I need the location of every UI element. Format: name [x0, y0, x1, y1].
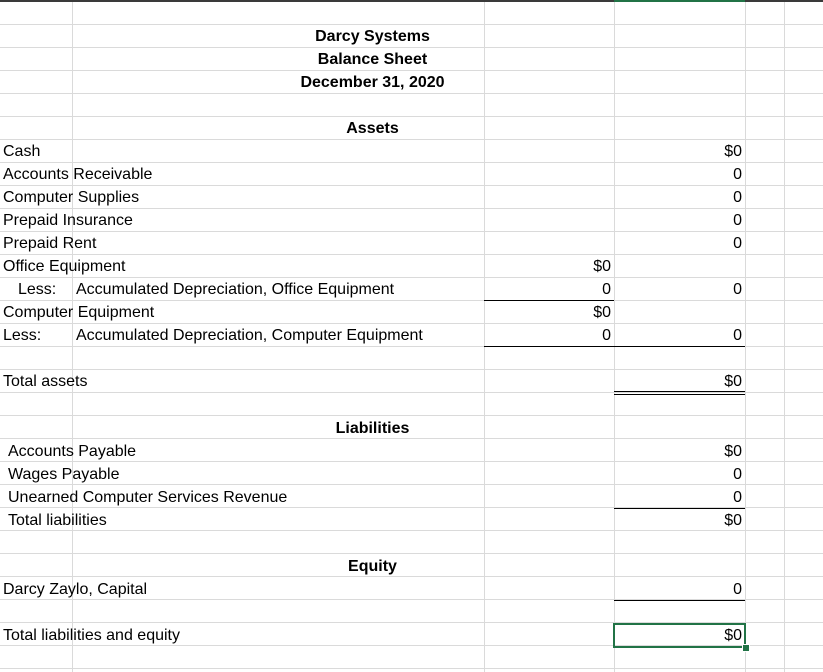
accum-dep-computer-d-value[interactable]: 0 — [733, 327, 742, 344]
column-gridline — [614, 0, 615, 672]
row-gridline — [0, 507, 823, 508]
cash-value[interactable]: $0 — [724, 143, 742, 160]
total-liabilities-value[interactable]: $0 — [724, 512, 742, 529]
unearned-revenue-value[interactable]: 0 — [733, 489, 742, 506]
unearned-revenue-label[interactable]: Unearned Computer Services Revenue — [8, 489, 288, 506]
accounts-payable-value[interactable]: $0 — [724, 443, 742, 460]
accum-dep-office-c-value[interactable]: 0 — [602, 281, 611, 298]
column-gridline — [72, 0, 73, 672]
total-assets-value[interactable]: $0 — [724, 373, 742, 390]
row-gridline — [0, 668, 823, 669]
capital-label[interactable]: Darcy Zaylo, Capital — [3, 581, 148, 598]
total-liabilities-equity-value[interactable]: $0 — [724, 627, 742, 644]
prepaid-rent-value[interactable]: 0 — [733, 235, 742, 252]
office-equipment-label[interactable]: Office Equipment — [3, 258, 126, 275]
row-gridline — [0, 323, 823, 324]
column-gridline — [784, 0, 785, 672]
report-title[interactable]: Balance Sheet — [317, 51, 428, 68]
wages-payable-label[interactable]: Wages Payable — [8, 466, 120, 483]
prepaid-insurance-value[interactable]: 0 — [733, 212, 742, 229]
less-prefix-computer[interactable]: Less: — [3, 327, 42, 344]
row-gridline — [0, 392, 823, 393]
accounts-receivable-value[interactable]: 0 — [733, 166, 742, 183]
accum-dep-office-label[interactable]: Accumulated Depreciation, Office Equipme… — [76, 281, 395, 298]
row-gridline — [0, 622, 823, 623]
row-gridline — [0, 231, 823, 232]
column-gridline — [745, 0, 746, 672]
wages-payable-value[interactable]: 0 — [733, 466, 742, 483]
accounts-receivable-label[interactable]: Accounts Receivable — [3, 166, 153, 183]
selected-cell[interactable] — [613, 623, 746, 648]
header-border — [0, 0, 823, 2]
double-underline — [614, 391, 745, 395]
row-gridline — [0, 484, 823, 485]
underline — [484, 346, 614, 347]
accum-dep-office-d-value[interactable]: 0 — [733, 281, 742, 298]
capital-value[interactable]: 0 — [733, 581, 742, 598]
row-gridline — [0, 300, 823, 301]
prepaid-rent-label[interactable]: Prepaid Rent — [3, 235, 97, 252]
row-gridline — [0, 576, 823, 577]
office-equipment-value[interactable]: $0 — [593, 258, 611, 275]
row-gridline — [0, 162, 823, 163]
row-gridline — [0, 70, 823, 71]
cash-label[interactable]: Cash — [3, 143, 41, 160]
row-gridline — [0, 369, 823, 370]
liabilities-heading[interactable]: Liabilities — [335, 420, 410, 437]
row-gridline — [0, 599, 823, 600]
computer-supplies-label[interactable]: Computer Supplies — [3, 189, 140, 206]
computer-equipment-label[interactable]: Computer Equipment — [3, 304, 155, 321]
equity-heading[interactable]: Equity — [348, 558, 397, 575]
accounts-payable-label[interactable]: Accounts Payable — [8, 443, 137, 460]
row-gridline — [0, 415, 823, 416]
row-gridline — [0, 438, 823, 439]
prepaid-insurance-label[interactable]: Prepaid Insurance — [3, 212, 133, 229]
selected-column-indicator — [614, 0, 745, 2]
row-gridline — [0, 461, 823, 462]
row-gridline — [0, 208, 823, 209]
underline — [484, 300, 614, 301]
row-gridline — [0, 254, 823, 255]
row-gridline — [0, 553, 823, 554]
fill-handle[interactable] — [742, 644, 750, 652]
row-gridline — [0, 24, 823, 25]
row-gridline — [0, 277, 823, 278]
row-gridline — [0, 645, 823, 646]
computer-equipment-value[interactable]: $0 — [593, 304, 611, 321]
row-gridline — [0, 346, 823, 347]
row-gridline — [0, 116, 823, 117]
underline — [614, 600, 745, 601]
accum-dep-computer-c-value[interactable]: 0 — [602, 327, 611, 344]
accum-dep-computer-label[interactable]: Accumulated Depreciation, Computer Equip… — [76, 327, 423, 344]
row-gridline — [0, 139, 823, 140]
less-prefix-office[interactable]: Less: — [18, 281, 57, 298]
underline — [614, 346, 745, 347]
total-liabilities-label[interactable]: Total liabilities — [8, 512, 107, 529]
row-gridline — [0, 530, 823, 531]
assets-heading[interactable]: Assets — [346, 120, 399, 137]
company-name[interactable]: Darcy Systems — [315, 28, 430, 45]
report-date[interactable]: December 31, 2020 — [300, 74, 445, 91]
row-gridline — [0, 93, 823, 94]
row-gridline — [0, 47, 823, 48]
column-gridline — [484, 0, 485, 672]
underline — [614, 508, 745, 509]
computer-supplies-value[interactable]: 0 — [733, 189, 742, 206]
total-liabilities-equity-label[interactable]: Total liabilities and equity — [3, 627, 180, 644]
total-assets-label[interactable]: Total assets — [3, 373, 88, 390]
row-gridline — [0, 185, 823, 186]
